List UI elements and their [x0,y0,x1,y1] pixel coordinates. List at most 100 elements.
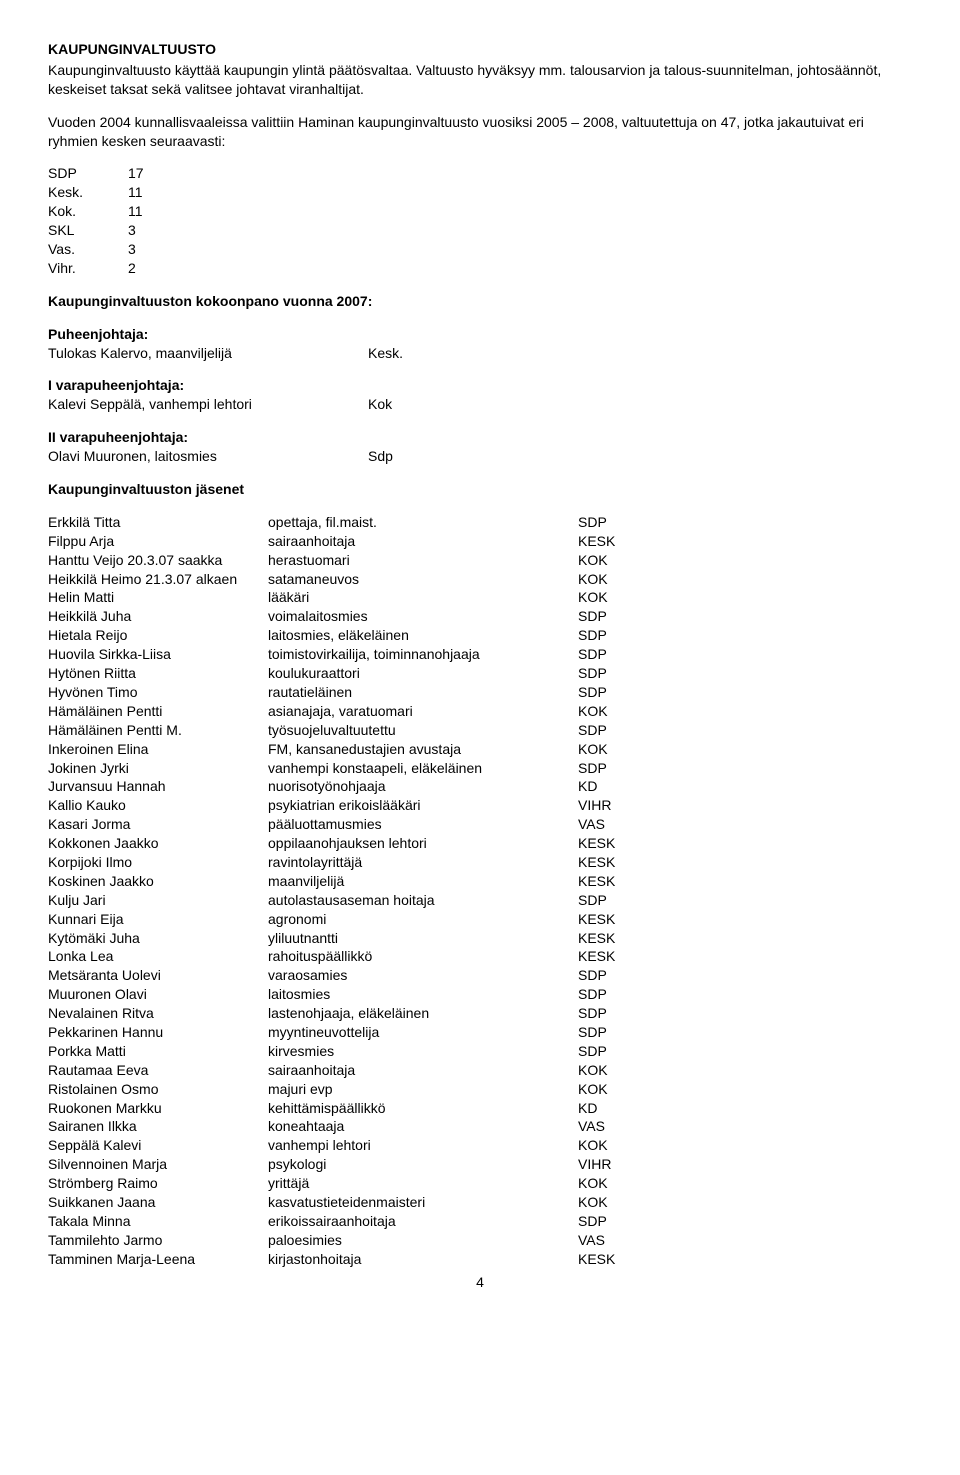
member-row: Ruokonen MarkkukehittämispäällikköKD [48,1099,912,1118]
member-row: Suikkanen Jaanakasvatustieteidenmaisteri… [48,1193,912,1212]
member-title: koneahtaaja [268,1117,578,1136]
member-name: Hanttu Veijo 20.3.07 saakka [48,551,268,570]
member-party: KESK [578,910,638,929]
member-party: KOK [578,1080,638,1099]
member-row: Lonka LearahoituspäällikköKESK [48,947,912,966]
member-party: KOK [578,1174,638,1193]
member-title: psykologi [268,1155,578,1174]
member-title: kirvesmies [268,1042,578,1061]
composition-title: Kaupunginvaltuuston kokoonpano vuonna 20… [48,292,912,311]
seat-row: Vihr.2 [48,259,912,278]
member-party: SDP [578,891,638,910]
member-party: VAS [578,1231,638,1250]
member-row: Heikkilä JuhavoimalaitosmiesSDP [48,607,912,626]
member-name: Tamminen Marja-Leena [48,1250,268,1269]
member-title: lastenohjaaja, eläkeläinen [268,1004,578,1023]
member-name: Sairanen Ilkka [48,1117,268,1136]
member-party: KOK [578,1061,638,1080]
role-name: Olavi Muuronen, laitosmies [48,447,368,466]
member-row: Hytönen RiittakoulukuraattoriSDP [48,664,912,683]
seat-count: 3 [128,240,168,259]
member-row: Rautamaa EevasairaanhoitajaKOK [48,1061,912,1080]
member-name: Hämäläinen Pentti M. [48,721,268,740]
member-name: Lonka Lea [48,947,268,966]
seat-count: 17 [128,164,168,183]
member-row: Helin MattilääkäriKOK [48,588,912,607]
seat-row: Kesk.11 [48,183,912,202]
member-title: herastuomari [268,551,578,570]
member-title: sairaanhoitaja [268,1061,578,1080]
member-row: Korpijoki IlmoravintolayrittäjäKESK [48,853,912,872]
member-party: KOK [578,1136,638,1155]
member-title: kehittämispäällikkö [268,1099,578,1118]
member-party: SDP [578,759,638,778]
member-name: Seppälä Kalevi [48,1136,268,1155]
member-title: FM, kansanedustajien avustaja [268,740,578,759]
member-party: VAS [578,815,638,834]
member-party: KESK [578,929,638,948]
member-party: KOK [578,588,638,607]
member-row: Seppälä Kalevivanhempi lehtoriKOK [48,1136,912,1155]
member-title: nuorisotyönohjaaja [268,777,578,796]
member-party: SDP [578,626,638,645]
member-title: rautatieläinen [268,683,578,702]
member-party: SDP [578,513,638,532]
member-row: Metsäranta UolevivaraosamiesSDP [48,966,912,985]
role-block: I varapuheenjohtaja:Kalevi Seppälä, vanh… [48,376,912,414]
seat-count: 3 [128,221,168,240]
member-title: kirjastonhoitaja [268,1250,578,1269]
member-party: KD [578,777,638,796]
member-row: Hanttu Veijo 20.3.07 saakkaherastuomariK… [48,551,912,570]
member-name: Heikkilä Juha [48,607,268,626]
member-title: laitosmies [268,985,578,1004]
member-name: Koskinen Jaakko [48,872,268,891]
member-title: ravintolayrittäjä [268,853,578,872]
member-name: Hytönen Riitta [48,664,268,683]
member-title: vanhempi lehtori [268,1136,578,1155]
member-row: Porkka MattikirvesmiesSDP [48,1042,912,1061]
seat-distribution-table: SDP17Kesk.11Kok.11SKL3Vas.3Vihr.2 [48,164,912,277]
role-party: Kok [368,395,392,414]
member-row: Tammilehto JarmopaloesimiesVAS [48,1231,912,1250]
member-party: KD [578,1099,638,1118]
member-row: Hämäläinen Penttiasianajaja, varatuomari… [48,702,912,721]
member-title: kasvatustieteidenmaisteri [268,1193,578,1212]
member-party: SDP [578,966,638,985]
member-party: KOK [578,702,638,721]
member-name: Muuronen Olavi [48,985,268,1004]
member-row: Jurvansuu HannahnuorisotyönohjaajaKD [48,777,912,796]
member-name: Kunnari Eija [48,910,268,929]
member-party: SDP [578,664,638,683]
member-name: Hyvönen Timo [48,683,268,702]
member-row: Muuronen OlavilaitosmiesSDP [48,985,912,1004]
role-block: Puheenjohtaja:Tulokas Kalervo, maanvilje… [48,325,912,363]
seat-count: 11 [128,183,168,202]
member-party: KOK [578,740,638,759]
member-party: KOK [578,551,638,570]
member-party: SDP [578,1023,638,1042]
member-row: Nevalainen Ritvalastenohjaaja, eläkeläin… [48,1004,912,1023]
member-title: koulukuraattori [268,664,578,683]
member-name: Kallio Kauko [48,796,268,815]
member-name: Helin Matti [48,588,268,607]
seat-row: SKL3 [48,221,912,240]
member-row: Pekkarinen HannumyyntineuvottelijaSDP [48,1023,912,1042]
member-name: Ristolainen Osmo [48,1080,268,1099]
member-party: SDP [578,1004,638,1023]
roles-container: Puheenjohtaja:Tulokas Kalervo, maanvilje… [48,325,912,466]
member-title: rahoituspäällikkö [268,947,578,966]
member-party: VIHR [578,1155,638,1174]
member-title: varaosamies [268,966,578,985]
member-name: Suikkanen Jaana [48,1193,268,1212]
member-title: satamaneuvos [268,570,578,589]
member-row: Hyvönen TimorautatieläinenSDP [48,683,912,702]
member-name: Jurvansuu Hannah [48,777,268,796]
seat-party: Vas. [48,240,128,259]
member-title: yrittäjä [268,1174,578,1193]
member-name: Kytömäki Juha [48,929,268,948]
member-name: Takala Minna [48,1212,268,1231]
seat-party: Kesk. [48,183,128,202]
member-title: myyntineuvottelija [268,1023,578,1042]
member-title: oppilaanohjauksen lehtori [268,834,578,853]
member-title: autolastausaseman hoitaja [268,891,578,910]
